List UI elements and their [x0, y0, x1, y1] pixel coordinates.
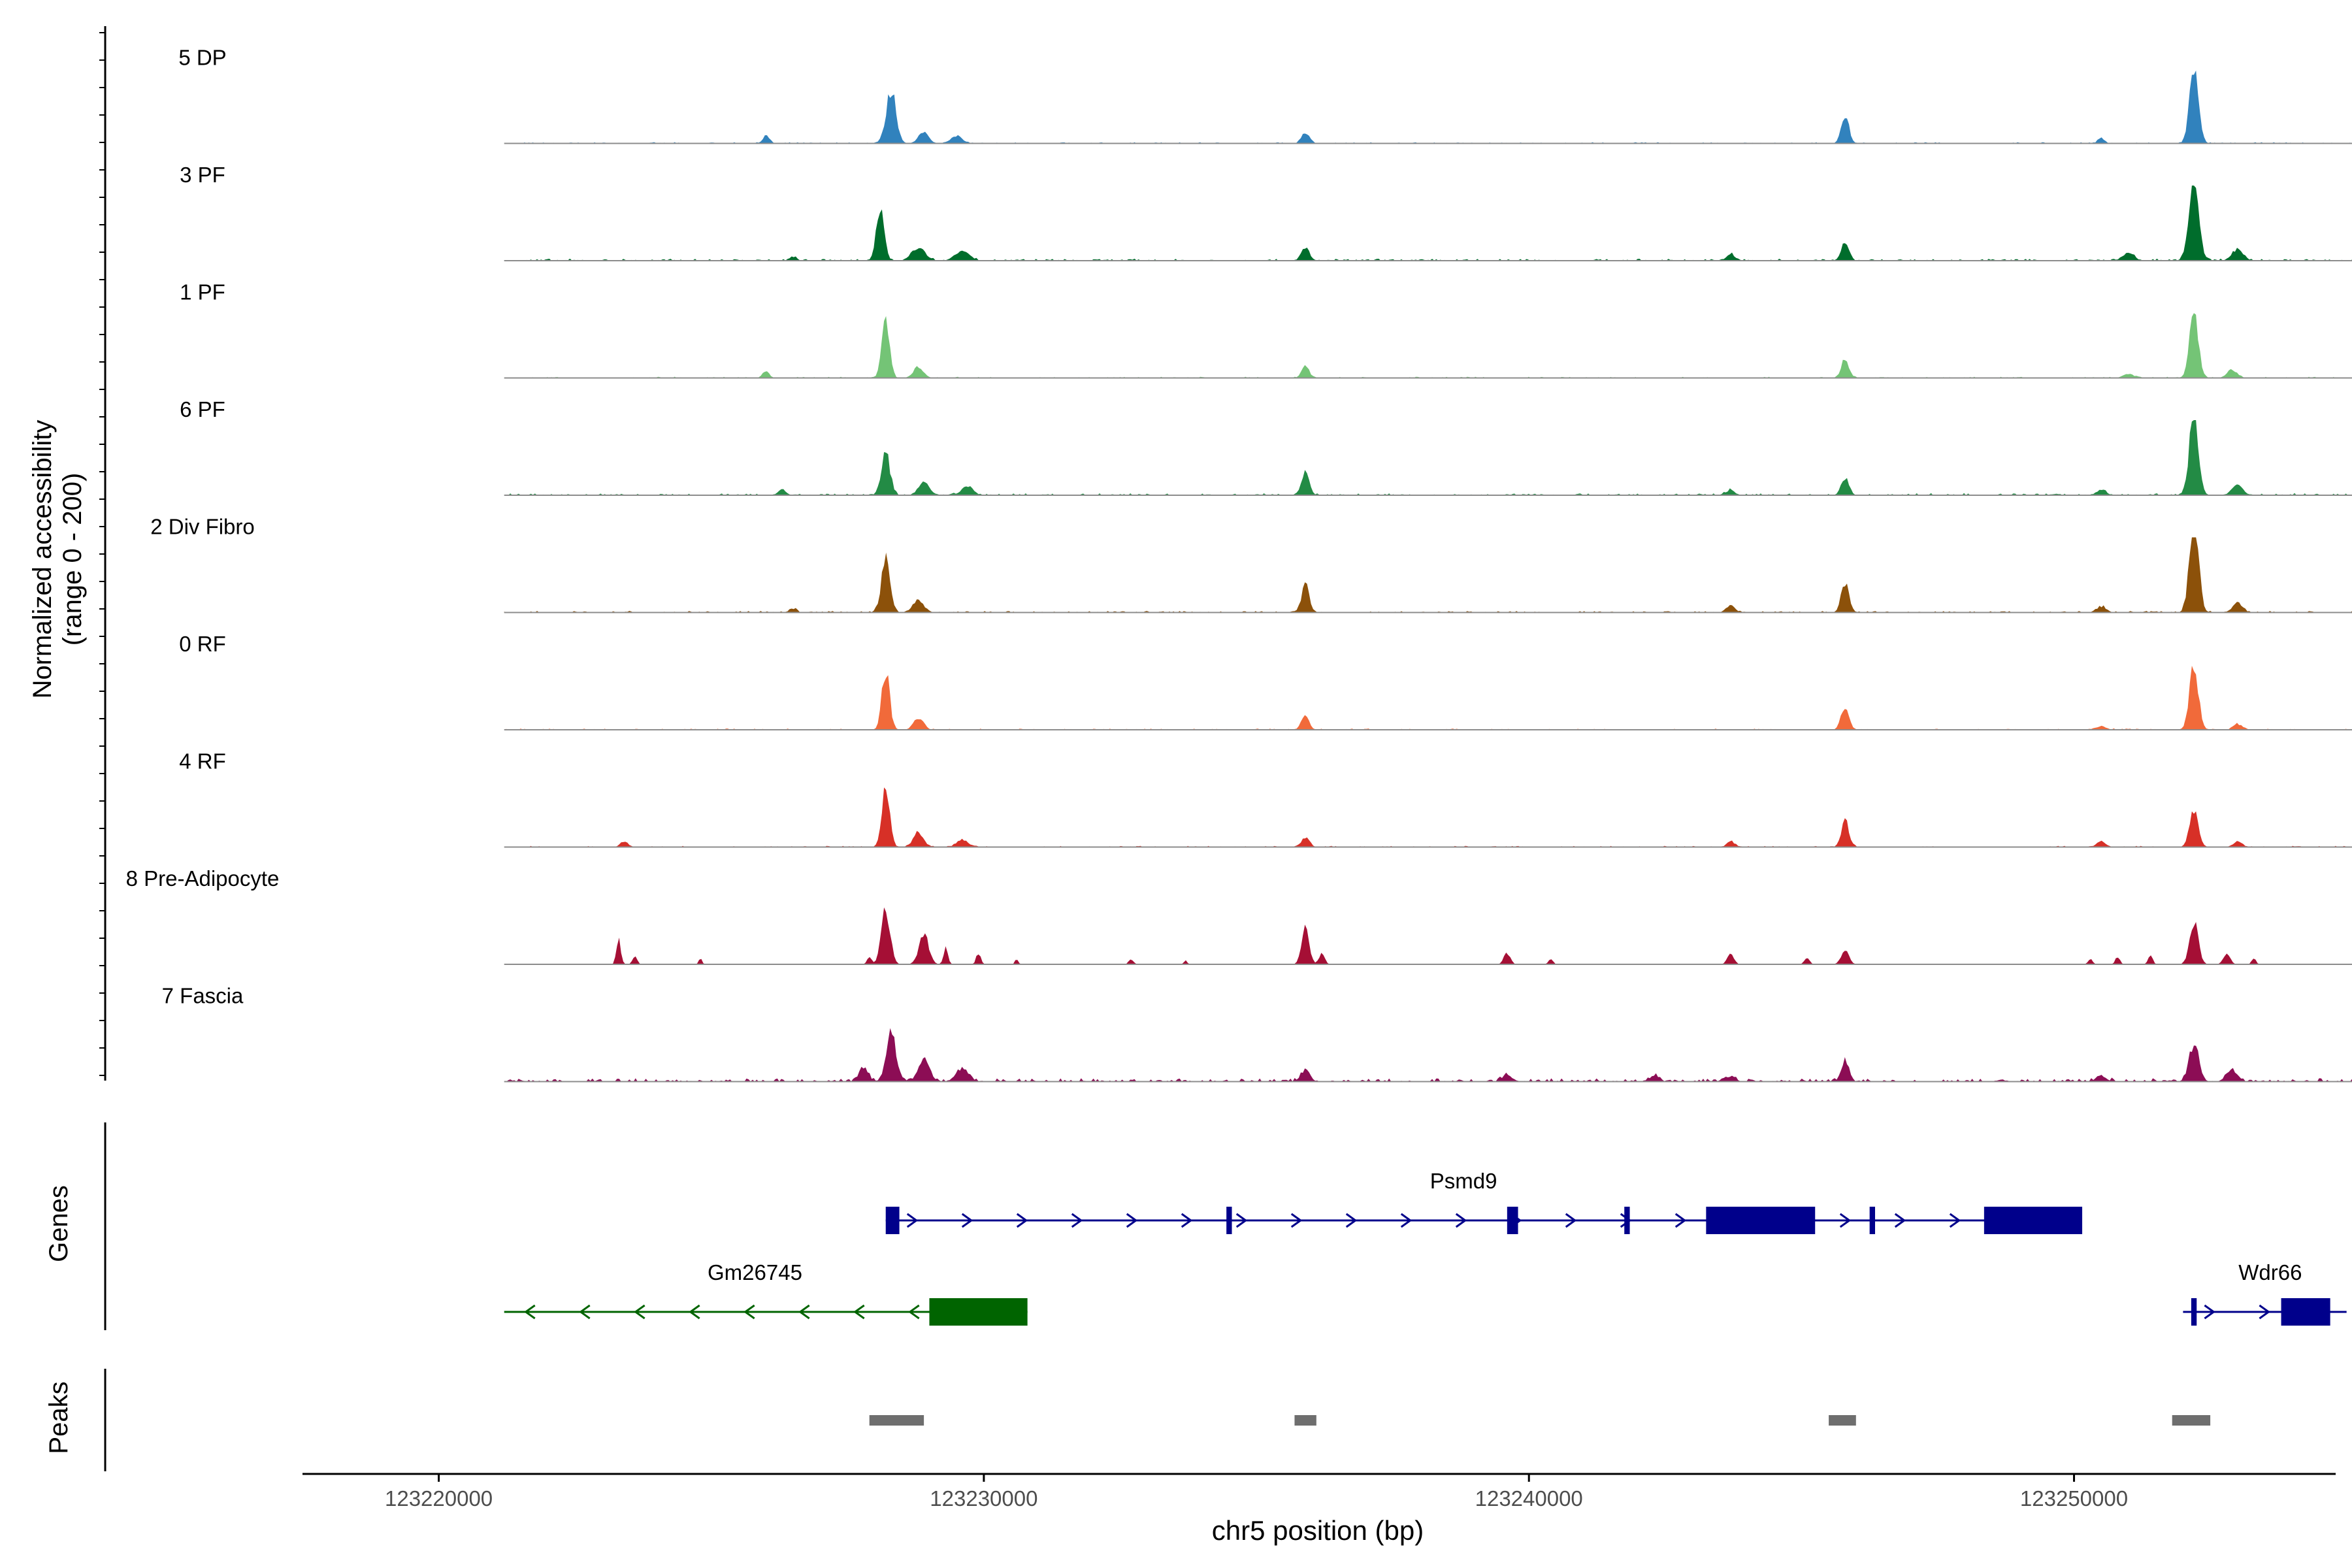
strand-arrow [1949, 1213, 1961, 1228]
genes-ylabel: Genes [44, 1185, 73, 1262]
gene-exon [1624, 1207, 1630, 1234]
strand-arrow [689, 1304, 700, 1320]
strand-arrow [579, 1304, 591, 1320]
strand-arrow [2259, 1304, 2270, 1320]
strand-arrow [1894, 1213, 1906, 1228]
gene-exon [885, 1207, 900, 1234]
strand-arrow [1016, 1213, 1028, 1228]
coverage-area [504, 313, 2352, 378]
coverage-area [504, 70, 2352, 144]
strand-arrow [961, 1213, 973, 1228]
strand-arrow [798, 1304, 810, 1320]
coverage-ylabel-line2: (range 0 - 200) [58, 473, 87, 646]
coverage-area [504, 907, 2352, 964]
strand-arrow [1235, 1213, 1248, 1228]
strand-arrow [1290, 1213, 1303, 1228]
gene-label: Gm26745 [708, 1260, 802, 1284]
strand-arrow [1181, 1213, 1193, 1228]
peak-region [869, 1415, 924, 1426]
x-axis-label: chr5 position (bp) [1212, 1515, 1424, 1546]
x-tick-label: 123220000 [385, 1486, 493, 1511]
track-label: 5 DP [178, 46, 226, 70]
track-2-div-fibro: 2 Div Fibro [150, 515, 2352, 613]
track-7-fascia: 7 Fascia [162, 984, 2352, 1083]
peak-region [2172, 1415, 2211, 1426]
strand-arrow [1400, 1213, 1413, 1228]
coverage-area [504, 666, 2352, 730]
left-axes [99, 26, 106, 1471]
gene-label: Psmd9 [1430, 1169, 1497, 1193]
gene-exon [1706, 1207, 1816, 1234]
track-8-pre-adipocyte: 8 Pre-Adipocyte [126, 866, 2352, 965]
strand-arrow [1071, 1213, 1083, 1228]
track-label: 3 PF [180, 163, 225, 187]
track-label: 1 PF [180, 280, 225, 304]
track-label: 4 RF [179, 749, 226, 774]
gene-exon [929, 1298, 1028, 1326]
strand-arrow [2204, 1304, 2215, 1320]
peak-region [1294, 1415, 1316, 1426]
coverage-area [504, 787, 2352, 847]
coverage-area [504, 537, 2352, 613]
strand-arrow [1126, 1213, 1138, 1228]
track-1-pf: 1 PF [180, 280, 2352, 379]
x-tick-label: 123240000 [1475, 1486, 1583, 1511]
coverage-area [504, 1028, 2352, 1082]
peaks-ylabel: Peaks [44, 1381, 73, 1454]
x-axis: 123220000 123230000 123240000 123250000 [302, 1473, 2336, 1511]
gene-gm26745: Gm26745 [504, 1260, 1028, 1326]
gene-exon [2191, 1298, 2197, 1326]
gene-exon [1226, 1207, 1232, 1234]
track-6-pf: 6 PF [180, 397, 2352, 496]
peak-region [1829, 1415, 1856, 1426]
strand-arrow [634, 1304, 645, 1320]
track-5-dp: 5 DP [178, 46, 2352, 144]
gene-exon [1507, 1207, 1518, 1234]
track-label: 8 Pre-Adipocyte [126, 866, 280, 890]
strand-arrow [853, 1304, 865, 1320]
x-tick-label: 123250000 [2020, 1486, 2128, 1511]
peaks-panel [869, 1415, 2211, 1426]
track-3-pf: 3 PF [180, 163, 2352, 261]
gene-psmd9: Psmd9 [885, 1169, 2083, 1234]
strand-arrow [1620, 1213, 1632, 1228]
strand-arrow [743, 1304, 755, 1320]
track-0-rf: 0 RF [179, 632, 2352, 730]
genes-panel: Psmd9 Gm26745 Wdr66 [504, 1169, 2347, 1326]
gene-label: Wdr66 [2238, 1260, 2302, 1284]
coverage-ylabel-line1: Normalized accessibility [28, 420, 57, 699]
gene-exon [1984, 1207, 2083, 1234]
gene-exon [1869, 1207, 1876, 1234]
gene-wdr66: Wdr66 [2183, 1260, 2347, 1326]
strand-arrow [906, 1213, 919, 1228]
coverage-area [504, 186, 2352, 261]
track-label: 2 Div Fibro [150, 515, 255, 539]
track-label: 7 Fascia [162, 984, 244, 1008]
strand-arrow [1455, 1213, 1467, 1228]
gene-exon [2281, 1298, 2330, 1326]
track-label: 6 PF [180, 397, 225, 421]
strand-arrow [1565, 1213, 1577, 1228]
x-tick-label: 123230000 [930, 1486, 1037, 1511]
coverage-area [504, 420, 2352, 495]
coverage-tracks: 5 DP 3 PF 1 PF 6 PF 2 Div Fibro 0 RF 4 RF 8 Pre… [126, 46, 2352, 1083]
strand-arrow [524, 1304, 536, 1320]
strand-arrow [1674, 1213, 1687, 1228]
strand-arrow [1345, 1213, 1358, 1228]
strand-arrow [908, 1304, 920, 1320]
track-label: 0 RF [179, 632, 226, 656]
track-4-rf: 4 RF [179, 749, 2352, 848]
strand-arrow [1839, 1213, 1852, 1228]
